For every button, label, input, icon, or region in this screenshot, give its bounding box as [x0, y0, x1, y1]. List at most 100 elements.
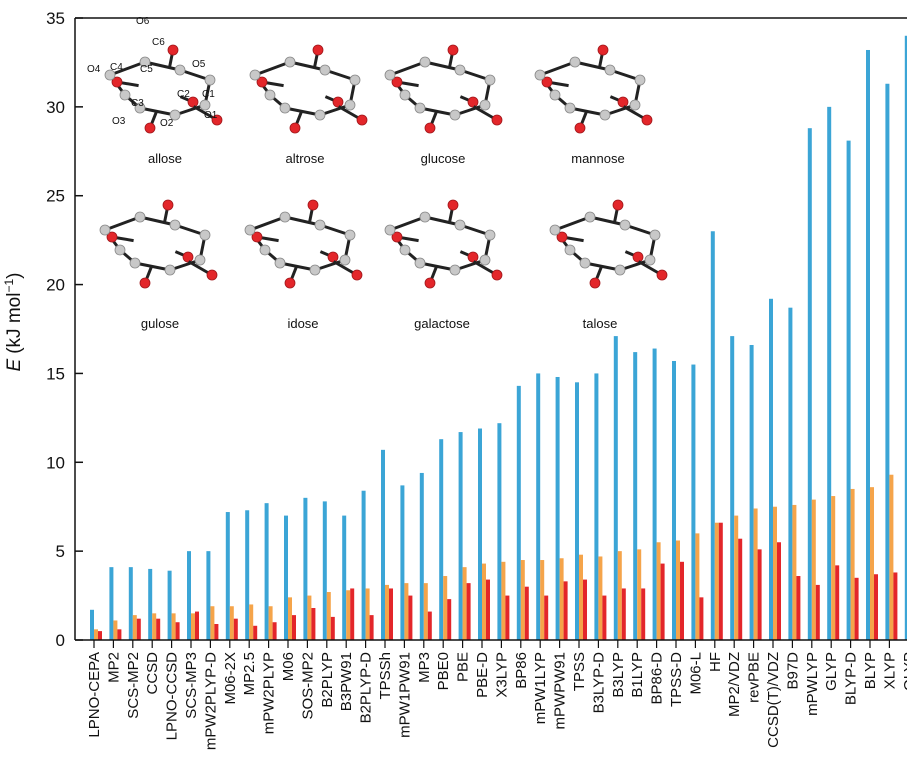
bar-red	[893, 572, 898, 640]
carbon-atom	[244, 224, 256, 236]
carbon-atom	[599, 109, 611, 121]
carbon-atom	[344, 229, 356, 241]
atom-label-c2: C2	[177, 89, 190, 100]
bar-blue	[652, 348, 657, 640]
carbon-atom	[314, 219, 326, 231]
bar-red	[214, 624, 219, 640]
oxygen-atom	[327, 251, 339, 263]
y-tick-label: 25	[46, 187, 65, 206]
oxygen-atom	[256, 76, 268, 88]
bar-blue	[633, 352, 638, 640]
bar-red	[738, 538, 743, 640]
carbon-atom	[169, 219, 181, 231]
bar-red	[311, 608, 316, 640]
x-tick-label: M06-L	[687, 652, 704, 695]
carbon-atom	[99, 224, 111, 236]
molecule-label-glucose: glucose	[421, 151, 466, 166]
x-tick-label: PBE0	[435, 652, 452, 690]
bar-orange	[734, 515, 739, 640]
carbon-atom	[454, 64, 466, 76]
carbon-atom	[414, 257, 426, 269]
bar-red	[330, 616, 335, 640]
carbon-atom	[134, 102, 146, 114]
carbon-atom	[119, 89, 131, 101]
molecule-label-mannose: mannose	[571, 151, 624, 166]
carbon-atom	[649, 229, 661, 241]
bar-blue	[730, 336, 735, 640]
bar-orange	[268, 606, 273, 640]
bar-blue	[497, 423, 502, 640]
oxygen-atom	[424, 277, 436, 289]
bar-blue	[691, 364, 696, 640]
bar-orange	[113, 620, 118, 640]
bar-red	[486, 579, 490, 640]
oxygen-atom	[641, 114, 653, 126]
molecule-label-altrose: altrose	[285, 151, 324, 166]
bar-red	[854, 577, 859, 640]
bar-orange	[423, 583, 428, 640]
bar-blue	[749, 344, 754, 640]
molecule-galactose	[384, 199, 503, 289]
bar-orange	[365, 588, 370, 640]
bar-blue	[575, 382, 579, 640]
bar-red	[835, 565, 840, 640]
carbon-atom	[279, 211, 291, 223]
bond	[424, 60, 461, 72]
bar-red	[466, 583, 471, 640]
bar-blue	[128, 567, 133, 640]
x-tick-label: TPSS-D	[668, 652, 685, 707]
bar-blue	[827, 106, 832, 641]
bar-orange	[753, 508, 758, 640]
bond	[389, 215, 426, 232]
carbon-atom	[584, 211, 596, 223]
carbon-atom	[579, 257, 591, 269]
bar-blue	[206, 551, 211, 640]
molecule-label-gulose: gulose	[141, 316, 179, 331]
bar-orange	[695, 533, 700, 640]
carbon-atom	[194, 254, 206, 266]
x-tick-label: TPSS	[571, 652, 588, 691]
x-tick-label: M06	[280, 652, 297, 681]
carbon-atom	[549, 224, 561, 236]
y-axis-label-sup: −1	[2, 279, 16, 293]
x-tick-label: LPNO-CEPA	[86, 652, 103, 738]
carbon-atom	[479, 99, 491, 111]
bar-blue	[225, 512, 230, 640]
x-tick-label: mPW1PW91	[396, 652, 413, 738]
bar-red	[350, 588, 355, 640]
atom-label-c4: C4	[110, 62, 123, 73]
x-tick-label: BLYP	[862, 652, 879, 689]
oxygen-atom	[312, 44, 324, 56]
bar-orange	[792, 504, 797, 640]
bar-blue	[264, 503, 269, 640]
bar-blue	[769, 298, 773, 640]
x-tick-label: OLYP	[901, 652, 907, 691]
carbon-atom	[199, 99, 211, 111]
carbon-atom	[319, 64, 331, 76]
carbon-atom	[449, 264, 461, 276]
carbon-atom	[344, 99, 356, 111]
bond	[539, 60, 576, 77]
bar-blue	[866, 49, 870, 640]
bond	[589, 215, 626, 227]
bar-orange	[346, 590, 351, 640]
bar-blue	[788, 307, 793, 640]
y-tick-label: 0	[56, 631, 65, 650]
molecule-label-galactose: galactose	[414, 316, 470, 331]
x-tick-label: MP2.5	[241, 652, 258, 695]
oxygen-atom	[491, 114, 503, 126]
bar-blue	[148, 568, 153, 640]
molecule-label-allose: allose	[148, 151, 182, 166]
x-tick-label: mPW1LYP	[532, 652, 549, 724]
bar-blue	[245, 510, 250, 640]
oxygen-atom	[351, 269, 363, 281]
molecule-idose	[244, 199, 363, 289]
bar-red	[253, 625, 258, 640]
x-tick-label: SCS-MP2	[125, 652, 142, 719]
atom-label-o2: O2	[160, 118, 174, 129]
carbon-atom	[569, 56, 581, 68]
x-tick-label: PBE-D	[474, 652, 491, 698]
atom-label-c3: C3	[131, 98, 144, 109]
